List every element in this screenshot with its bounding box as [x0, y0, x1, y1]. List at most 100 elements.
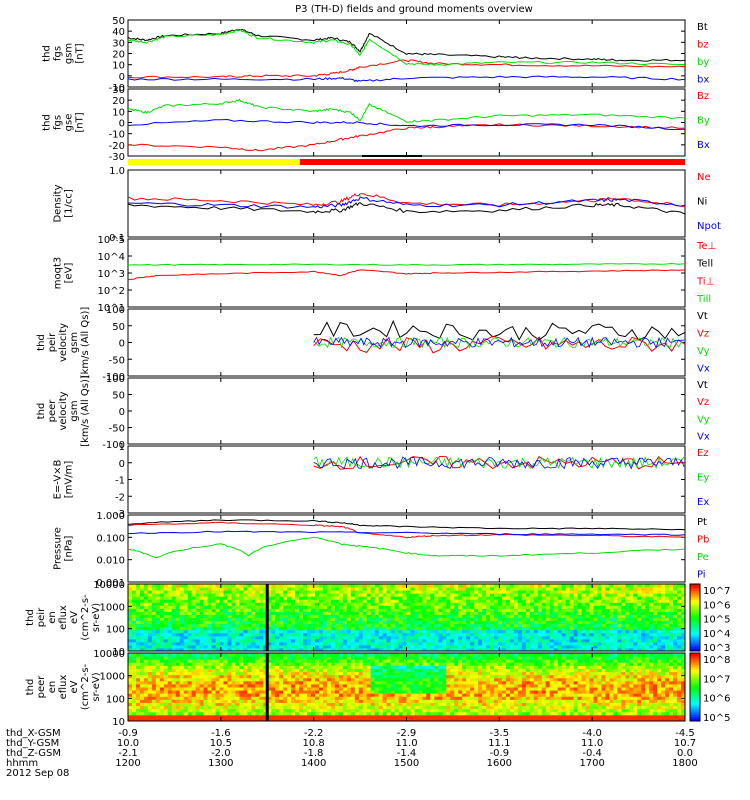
spectrogram-cell — [179, 711, 185, 716]
spectrogram-cell — [601, 626, 606, 631]
spectrogram-cell — [657, 605, 662, 609]
spectrogram-cell — [661, 623, 666, 628]
spectrogram-cell — [235, 677, 240, 682]
spectrogram-cell — [529, 614, 535, 618]
spectrogram-cell — [314, 677, 320, 682]
spectrogram-cell — [163, 677, 169, 682]
spectrogram-cell — [517, 632, 523, 637]
spectrogram-cell — [251, 602, 256, 606]
spectrogram-cell — [179, 608, 185, 612]
spectrogram-cell — [374, 602, 380, 606]
spectrogram-cell — [673, 611, 678, 615]
spectrogram-cell — [179, 714, 185, 719]
spectrogram-cell — [390, 644, 396, 649]
spectrogram-cell — [350, 635, 356, 640]
spectrogram-cell — [187, 602, 193, 606]
spectrogram-cell — [354, 699, 360, 703]
spectrogram-cell — [195, 602, 201, 606]
spectrogram-cell — [581, 629, 587, 634]
spectrogram-cell — [295, 690, 300, 694]
spectrogram-cell — [131, 602, 137, 606]
spectrogram-cell — [406, 623, 411, 628]
colorbar-swatch — [690, 597, 700, 601]
spectrogram-cell — [521, 608, 527, 612]
spectrogram-cell — [561, 593, 567, 597]
spectrogram-cell — [370, 629, 376, 634]
spectrogram-cell — [501, 623, 507, 628]
spectrogram-cell — [434, 584, 439, 588]
spectrogram-cell — [179, 617, 185, 622]
spectrogram-cell — [378, 690, 384, 694]
spectrogram-cell — [346, 699, 352, 703]
spectrogram-cell — [633, 641, 638, 646]
spectrogram-cell — [147, 674, 153, 679]
spectrogram-cell — [665, 602, 670, 606]
spectrogram-cell — [370, 608, 376, 612]
spectrogram-cell — [247, 602, 252, 606]
spectrogram-cell — [386, 677, 392, 682]
spectrogram-cell — [446, 599, 451, 603]
spectrogram-cell — [322, 717, 328, 722]
spectrogram-cell — [175, 611, 181, 615]
spectrogram-cell — [207, 623, 213, 628]
spectrogram-cell — [322, 687, 328, 691]
spectrogram-cell — [183, 665, 189, 669]
spectrogram-cell — [573, 596, 579, 600]
spectrogram-cell — [183, 677, 189, 682]
spectrogram-cell — [227, 708, 232, 713]
spectrogram-cell — [191, 638, 197, 643]
spectrogram-cell — [581, 635, 587, 640]
spectrogram-cell — [609, 590, 614, 594]
spectrogram-cell — [525, 632, 531, 637]
spectrogram-cell — [342, 665, 348, 669]
spectrogram-cell — [565, 602, 571, 606]
spectrogram-cell — [271, 608, 276, 612]
spectrogram-cell — [557, 587, 563, 591]
spectrogram-cell — [199, 677, 205, 682]
spectrogram-cell — [143, 608, 149, 612]
spectrogram-cell — [275, 647, 280, 652]
spectrogram-cell — [167, 693, 173, 697]
spectrogram-cell — [673, 614, 678, 618]
spectrogram-cell — [167, 662, 173, 666]
spectrogram-cell — [338, 629, 344, 634]
spectrogram-cell — [553, 596, 559, 600]
spectrogram-cell — [255, 699, 260, 703]
spectrogram-cell — [235, 696, 240, 700]
spectrogram-cell — [267, 711, 272, 716]
spectrogram-cell — [203, 629, 209, 634]
spectrogram-cell — [430, 608, 435, 612]
spectrogram-cell — [358, 702, 364, 707]
spectrogram-cell — [346, 662, 352, 666]
spectrogram-cell — [295, 617, 300, 622]
spectrogram-cell — [322, 611, 328, 615]
spectrogram-cell — [227, 629, 232, 634]
spectrogram-cell — [247, 623, 252, 628]
spectrogram-cell — [243, 702, 248, 707]
spectrogram-cell — [191, 623, 197, 628]
spectrogram-cell — [482, 626, 487, 631]
spectrogram-cell — [219, 714, 224, 719]
spectrogram-cell — [231, 693, 236, 697]
spectrogram-cell — [366, 690, 372, 694]
spectrogram-cell — [223, 705, 228, 710]
spectrogram-cell — [617, 623, 622, 628]
spectrogram-cell — [390, 605, 396, 609]
spectrogram-cell — [219, 671, 224, 676]
spectrogram-cell — [219, 590, 224, 594]
spectrogram-cell — [295, 590, 300, 594]
spectrogram-cell — [307, 671, 312, 676]
spectrogram-cell — [458, 626, 463, 631]
spectrogram-cell — [378, 656, 384, 660]
spectrogram-cell — [314, 611, 320, 615]
spectrogram-cell — [581, 611, 587, 615]
spectrogram-cell — [370, 662, 376, 666]
spectrogram-cell — [609, 584, 614, 588]
spectrogram-cell — [211, 717, 217, 722]
spectrogram-cell — [195, 608, 201, 612]
spectrogram-cell — [215, 674, 221, 679]
spectrogram-cell — [322, 635, 328, 640]
spectrogram-cell — [299, 617, 304, 622]
spectrogram-cell — [370, 623, 376, 628]
